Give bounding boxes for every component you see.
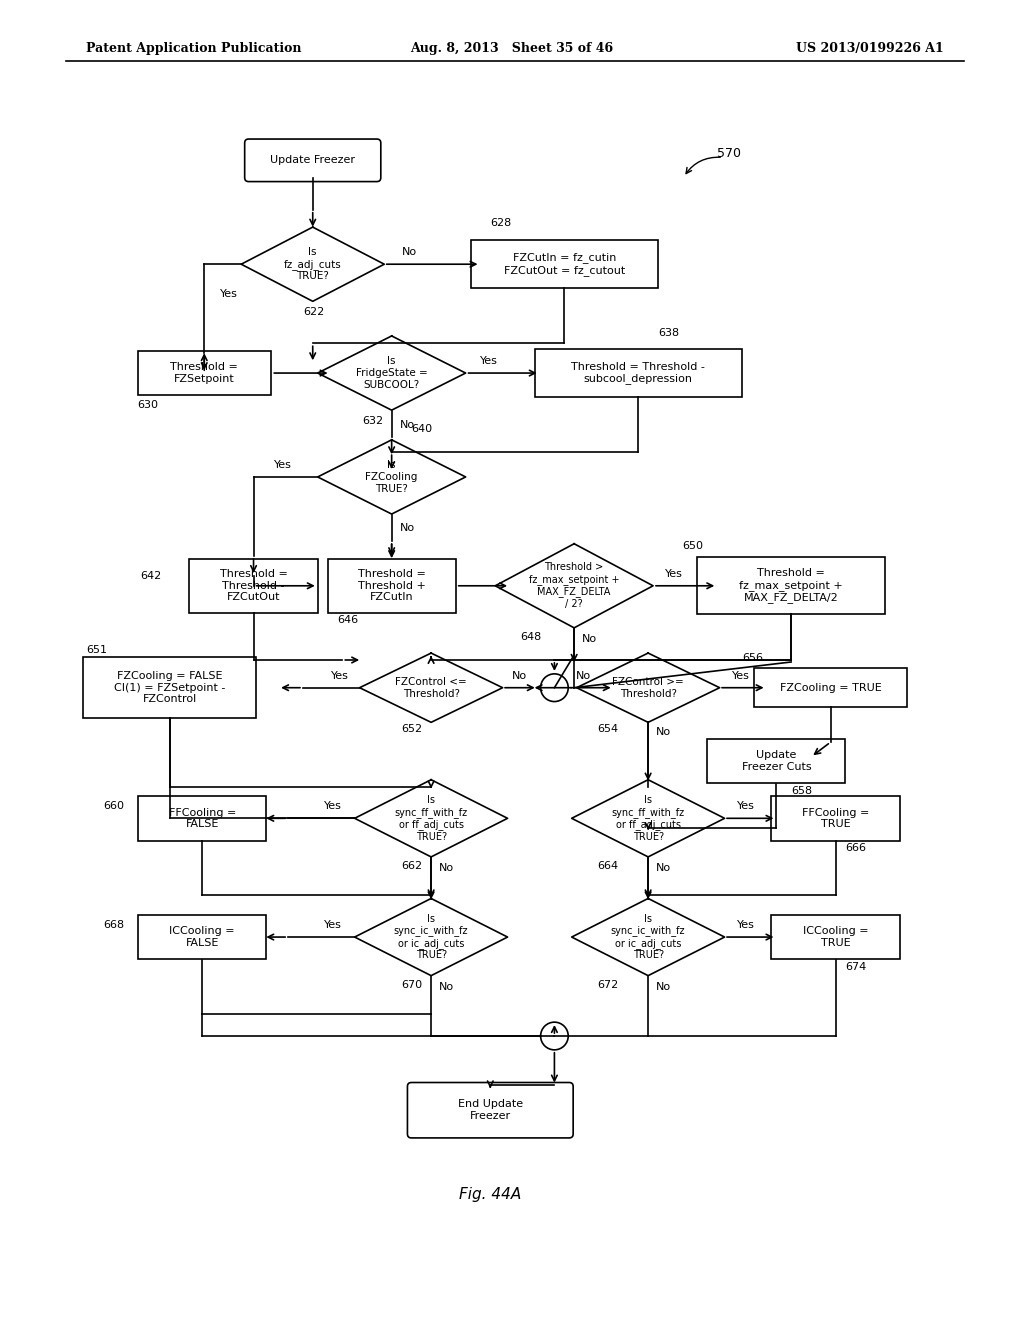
FancyBboxPatch shape [245, 139, 381, 182]
Text: Threshold =
Threshold +
FZCutIn: Threshold = Threshold + FZCutIn [357, 569, 426, 602]
Text: FZControl <=
Threshold?: FZControl <= Threshold? [395, 677, 467, 698]
FancyBboxPatch shape [328, 558, 456, 612]
Text: FZCooling = FALSE
CI(1) = FZSetpoint -
FZControl: FZCooling = FALSE CI(1) = FZSetpoint - F… [114, 671, 225, 705]
Text: FZCooling = TRUE: FZCooling = TRUE [779, 682, 882, 693]
Text: Yes: Yes [480, 356, 499, 366]
Text: Threshold =
fz_max_setpoint +
MAX_FZ_DELTA/2: Threshold = fz_max_setpoint + MAX_FZ_DEL… [739, 569, 843, 603]
FancyBboxPatch shape [189, 558, 317, 612]
Text: Yes: Yes [737, 801, 755, 812]
Text: 638: 638 [658, 329, 679, 338]
Text: Threshold = Threshold -
subcool_depression: Threshold = Threshold - subcool_depressi… [571, 362, 706, 384]
Text: Patent Application Publication: Patent Application Publication [86, 42, 301, 55]
Text: Yes: Yes [220, 289, 238, 298]
Text: Yes: Yes [665, 569, 683, 579]
Text: Is
FridgeState =
SUBCOOL?: Is FridgeState = SUBCOOL? [355, 356, 428, 389]
Text: No: No [656, 863, 671, 873]
Text: No: No [401, 247, 417, 257]
Text: Fig. 44A: Fig. 44A [459, 1187, 521, 1201]
Text: 672: 672 [597, 979, 618, 990]
Text: FZCutIn = fz_cutin
FZCutOut = fz_cutout: FZCutIn = fz_cutin FZCutOut = fz_cutout [504, 252, 625, 276]
Text: Threshold =
FZSetpoint: Threshold = FZSetpoint [170, 362, 239, 384]
Text: Is
sync_ff_with_fz
or ff_adj_cuts
TRUE?: Is sync_ff_with_fz or ff_adj_cuts TRUE? [611, 795, 685, 842]
Text: 650: 650 [683, 541, 703, 552]
Text: 632: 632 [362, 416, 383, 425]
Text: 660: 660 [103, 801, 125, 812]
Text: No: No [577, 671, 591, 681]
Text: 628: 628 [490, 218, 512, 227]
FancyBboxPatch shape [771, 915, 900, 960]
Text: Is
sync_ff_with_fz
or ff_adj_cuts
TRUE?: Is sync_ff_with_fz or ff_adj_cuts TRUE? [394, 795, 468, 842]
Text: 664: 664 [597, 861, 617, 871]
Text: 666: 666 [846, 843, 866, 853]
Text: Threshold >
fz_max_setpoint +
MAX_FZ_DELTA
/ 2?: Threshold > fz_max_setpoint + MAX_FZ_DEL… [528, 562, 620, 609]
FancyBboxPatch shape [471, 240, 658, 288]
Text: FZControl >=
Threshold?: FZControl >= Threshold? [612, 677, 684, 698]
FancyBboxPatch shape [83, 657, 256, 718]
Text: 674: 674 [846, 962, 866, 972]
Text: Update
Freezer Cuts: Update Freezer Cuts [741, 750, 811, 772]
Text: 668: 668 [103, 920, 125, 931]
Text: Yes: Yes [324, 920, 341, 931]
FancyBboxPatch shape [408, 1082, 573, 1138]
Text: 656: 656 [741, 653, 763, 663]
Text: No: No [439, 863, 454, 873]
Text: No: No [399, 420, 415, 429]
Text: No: No [439, 982, 454, 991]
Text: FFCooling =
FALSE: FFCooling = FALSE [169, 808, 236, 829]
FancyBboxPatch shape [138, 915, 266, 960]
FancyBboxPatch shape [708, 739, 846, 783]
Text: ICCooling =
FALSE: ICCooling = FALSE [169, 927, 236, 948]
Text: Yes: Yes [732, 671, 750, 681]
FancyBboxPatch shape [137, 351, 270, 395]
FancyBboxPatch shape [535, 350, 741, 397]
Text: No: No [399, 524, 415, 533]
Text: 654: 654 [597, 725, 617, 734]
Text: 570: 570 [717, 147, 741, 160]
Text: No: No [582, 634, 597, 644]
Text: 622: 622 [303, 306, 325, 317]
FancyBboxPatch shape [754, 668, 907, 708]
Text: Is
sync_ic_with_fz
or ic_adj_cuts
TRUE?: Is sync_ic_with_fz or ic_adj_cuts TRUE? [611, 913, 685, 961]
Text: No: No [512, 671, 527, 681]
Text: Yes: Yes [324, 801, 341, 812]
Text: Is
fz_adj_cuts
TRUE?: Is fz_adj_cuts TRUE? [284, 247, 342, 281]
Text: 648: 648 [520, 632, 541, 643]
Text: 670: 670 [401, 979, 423, 990]
Text: Is
FZCooling
TRUE?: Is FZCooling TRUE? [366, 461, 418, 494]
Text: 642: 642 [140, 570, 162, 581]
Text: End Update
Freezer: End Update Freezer [458, 1100, 523, 1121]
Text: No: No [656, 982, 671, 991]
FancyBboxPatch shape [771, 796, 900, 841]
Text: No: No [656, 727, 671, 738]
Text: 640: 640 [412, 425, 432, 434]
Text: Yes: Yes [332, 671, 349, 681]
FancyBboxPatch shape [138, 796, 266, 841]
Text: Update Freezer: Update Freezer [270, 156, 355, 165]
Text: 646: 646 [337, 615, 358, 626]
Text: US 2013/0199226 A1: US 2013/0199226 A1 [797, 42, 944, 55]
Text: 662: 662 [401, 861, 423, 871]
Text: 658: 658 [792, 785, 812, 796]
Text: Yes: Yes [737, 920, 755, 931]
Text: 652: 652 [401, 725, 423, 734]
Text: Yes: Yes [274, 461, 292, 470]
Text: ICCooling =
TRUE: ICCooling = TRUE [803, 927, 868, 948]
Text: Is
sync_ic_with_fz
or ic_adj_cuts
TRUE?: Is sync_ic_with_fz or ic_adj_cuts TRUE? [394, 913, 468, 961]
Text: Threshold =
Threshold -
FZCutOut: Threshold = Threshold - FZCutOut [219, 569, 288, 602]
Text: FFCooling =
TRUE: FFCooling = TRUE [802, 808, 869, 829]
Text: 651: 651 [86, 645, 106, 655]
Text: Aug. 8, 2013   Sheet 35 of 46: Aug. 8, 2013 Sheet 35 of 46 [411, 42, 613, 55]
Text: 630: 630 [137, 400, 158, 409]
FancyBboxPatch shape [697, 557, 885, 615]
